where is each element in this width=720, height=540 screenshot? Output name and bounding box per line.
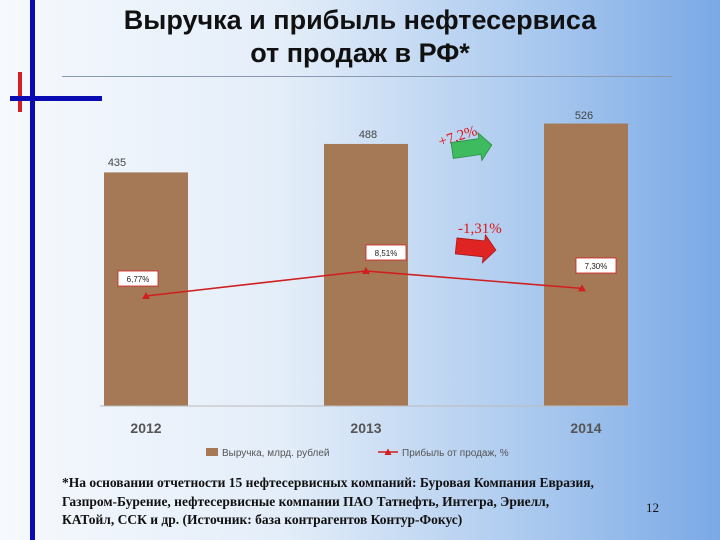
slide-title: Выручка и прибыль нефтесервиса от продаж…	[60, 4, 660, 70]
decor-horizontal-line	[10, 96, 102, 101]
x-tick-2013: 2013	[350, 420, 381, 436]
title-divider	[62, 76, 672, 77]
slide-number: 12	[646, 500, 659, 515]
profit-label-2014: 7,30%	[585, 262, 608, 271]
profit-label-2013: 8,51%	[375, 249, 398, 258]
bar-value-label-2014: 526	[575, 110, 593, 122]
x-tick-2012: 2012	[130, 420, 161, 436]
profit-point-2014	[578, 284, 586, 292]
footnote-line-2: Газпром-Бурение, нефтесервисные компании…	[62, 493, 550, 509]
footnote-line-1: *На основании отчетности 15 нефтесервисн…	[62, 475, 594, 490]
legend-swatch-profit-marker	[384, 448, 392, 455]
annotation-profit-change: -1,31%	[458, 221, 502, 237]
decor-red-line	[18, 72, 22, 112]
title-line-1: Выручка и прибыль нефтесервиса	[123, 5, 597, 35]
profit-label-box-2012	[117, 270, 159, 287]
x-tick-2014: 2014	[570, 420, 601, 436]
footnote-line-3: КАТойл, ССК и др. (Источник: база контра…	[62, 512, 463, 527]
bar-2012	[104, 172, 188, 406]
up-arrow-icon	[450, 131, 493, 162]
decor-vertical-line	[30, 0, 35, 540]
bar-value-label-2012: 435	[108, 157, 126, 169]
chart: 435 488 526 6,77% 8,51% 7,30% 2012 2013 2014 Вы…	[100, 110, 630, 459]
profit-point-2013	[362, 267, 370, 274]
footnote: *На основании отчетности 15 нефтесервисн…	[62, 474, 707, 530]
legend-label-revenue: Выручка, млрд. рублей	[222, 447, 330, 459]
profit-label-box-2014	[575, 257, 617, 274]
down-arrow-icon	[454, 233, 497, 264]
profit-point-2012	[142, 292, 150, 299]
title-line-2: от продаж в РФ*	[250, 38, 470, 68]
legend-swatch-revenue	[206, 448, 218, 456]
profit-label-2012: 6,77%	[127, 275, 150, 284]
profit-label-box-2013	[365, 244, 407, 261]
legend-label-profit: Прибыль от продаж, %	[402, 447, 509, 459]
bar-value-label-2013: 488	[359, 129, 377, 141]
